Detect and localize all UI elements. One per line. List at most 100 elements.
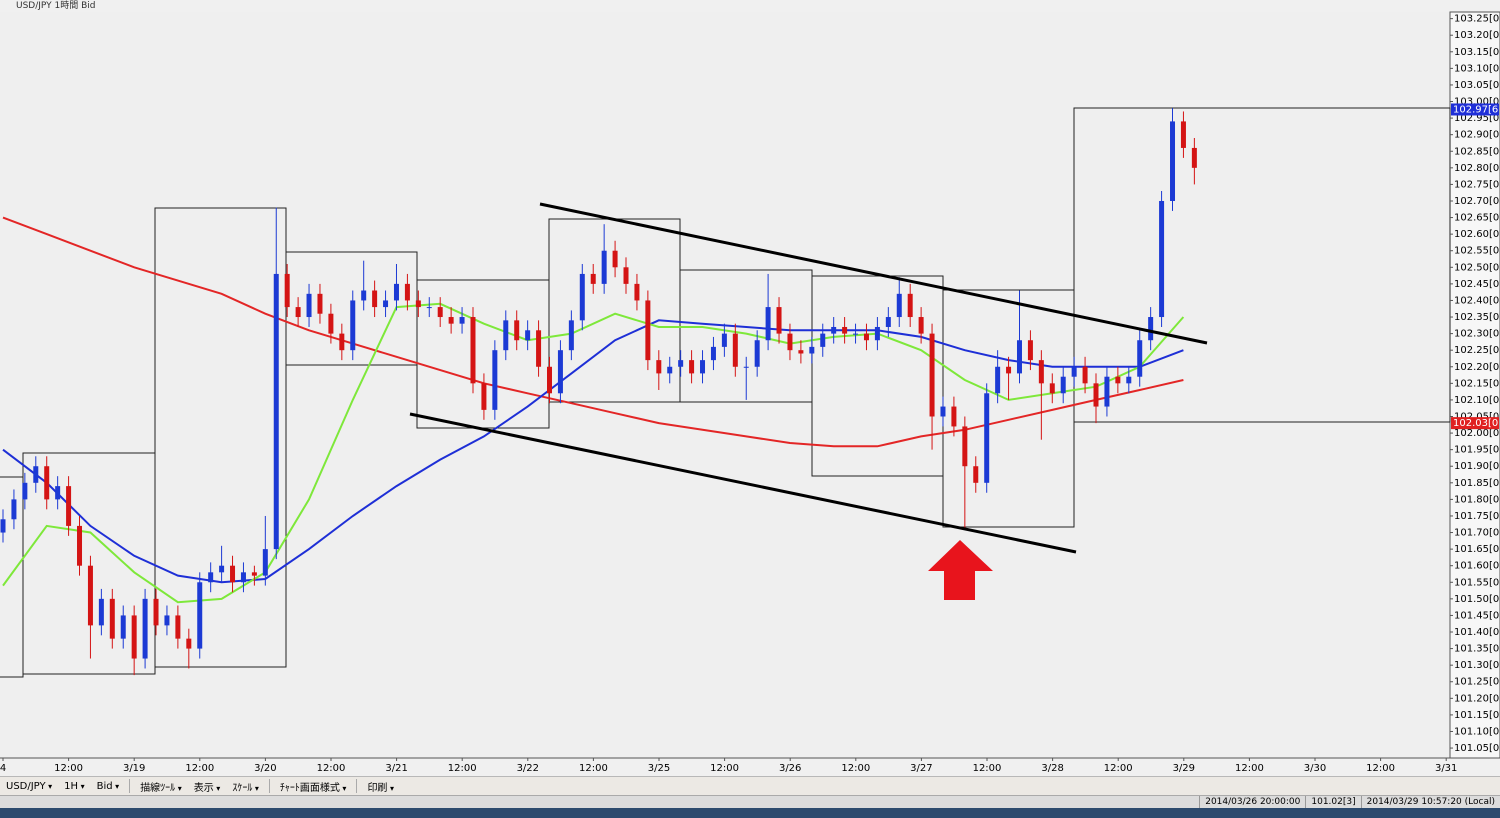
y-tick-label: 102.40[0] (1454, 295, 1500, 306)
candle-body (55, 486, 61, 500)
candle-body (689, 360, 695, 374)
candle-body (1082, 366, 1088, 384)
candle-body (66, 486, 72, 526)
candle-body (1016, 340, 1022, 374)
y-tick-label: 102.10[0] (1454, 395, 1500, 406)
trend-line-lower (409, 412, 1077, 554)
candle-body (426, 307, 432, 309)
candle-body (33, 466, 39, 483)
candle-body (87, 565, 93, 626)
y-tick-label: 102.35[0] (1454, 312, 1500, 323)
toolbar-button[interactable]: ﾁｬｰﾄ画面様式 (274, 779, 353, 794)
price-axis (1449, 11, 1500, 759)
candle-body (1027, 340, 1033, 361)
y-tick-label: 101.70[0] (1454, 528, 1500, 539)
candle-body (273, 273, 279, 550)
x-tick-label: 12:00 (54, 763, 83, 774)
x-tick-label: 3/28 (1041, 763, 1063, 774)
toolbar-button[interactable]: Bid (91, 781, 126, 792)
x-tick-label: 12:00 (1104, 763, 1133, 774)
toolbar-button[interactable]: 1H (58, 781, 90, 792)
candle-body (612, 250, 618, 268)
x-tick-label: 3/20 (254, 763, 276, 774)
candle-body (131, 615, 137, 659)
candle-body (831, 326, 837, 334)
y-tick-label: 103.25[0] (1454, 14, 1500, 25)
candle-body (721, 333, 727, 347)
candle-body (776, 307, 782, 334)
price-marker-label: 102.97[6 (1453, 104, 1498, 115)
candle-body (568, 320, 574, 351)
y-tick-label: 102.60[0] (1454, 229, 1500, 240)
candle-body (973, 466, 979, 483)
candle-body (645, 300, 651, 361)
candle-body (98, 598, 104, 626)
candle-body (437, 307, 443, 318)
candle-body (579, 273, 585, 321)
candle-body (153, 598, 159, 626)
candle-body (175, 615, 181, 639)
candle-body (1104, 376, 1110, 407)
y-tick-label: 101.20[0] (1454, 693, 1500, 704)
candle-body (1093, 383, 1099, 407)
y-tick-label: 101.75[0] (1454, 511, 1500, 522)
candle-body (197, 582, 203, 649)
candle-body (820, 333, 826, 347)
candle-body (896, 293, 902, 318)
y-tick-label: 103.05[0] (1454, 80, 1500, 91)
toolbar-button[interactable]: ｽｹｰﾙ (226, 779, 265, 794)
candle-body (339, 333, 345, 351)
candle-body (219, 565, 225, 573)
y-tick-label: 102.45[0] (1454, 279, 1500, 290)
toolbar-button[interactable]: 描線ﾂｰﾙ (134, 779, 188, 794)
x-tick-label: 12:00 (841, 763, 870, 774)
y-tick-label: 103.20[0] (1454, 30, 1500, 41)
candle-body (547, 366, 552, 394)
toolbar-button[interactable]: 印刷 (361, 779, 400, 794)
candle-body (251, 572, 257, 576)
candle-body (765, 307, 771, 341)
candle-body (1126, 376, 1132, 384)
price-marker-label: 102.03[0 (1453, 418, 1498, 429)
candle-body (918, 317, 924, 334)
candle-body (109, 598, 115, 639)
y-tick-label: 101.90[0] (1454, 461, 1500, 472)
plot-area (0, 12, 1450, 758)
x-tick-label: 4 (0, 763, 6, 774)
x-tick-label: 3/21 (385, 763, 407, 774)
candle-body (492, 350, 498, 410)
y-tick-label: 101.10[0] (1454, 726, 1500, 737)
y-tick-label: 101.80[0] (1454, 494, 1500, 505)
y-tick-label: 101.50[0] (1454, 594, 1500, 605)
x-tick-label: 3/25 (648, 763, 670, 774)
x-tick-label: 12:00 (448, 763, 477, 774)
candle-body (787, 333, 793, 351)
candle-body (798, 350, 804, 354)
y-tick-label: 102.85[0] (1454, 146, 1500, 157)
candle-body (1191, 147, 1197, 168)
status-bar: 2014/03/26 20:00:00 101.02[3] 2014/03/29… (0, 795, 1500, 808)
y-tick-label: 101.85[0] (1454, 478, 1500, 489)
candle-body (984, 393, 990, 483)
candle-body (350, 300, 356, 351)
candle-body (240, 572, 246, 583)
y-tick-label: 102.50[0] (1454, 262, 1500, 273)
y-tick-label: 101.65[0] (1454, 544, 1500, 555)
candle-body (623, 267, 629, 284)
x-tick-label: 3/29 (1173, 763, 1195, 774)
candle-body (448, 317, 454, 324)
y-tick-label: 101.40[0] (1454, 627, 1500, 638)
toolbar-button[interactable]: 表示 (188, 779, 227, 794)
y-tick-label: 103.15[0] (1454, 47, 1500, 58)
toolbar-button[interactable]: USD/JPY (0, 781, 58, 792)
candle-body (907, 293, 913, 318)
cursor-time: 2014/03/26 20:00:00 (1199, 796, 1305, 808)
candle-body (1060, 376, 1066, 394)
x-tick-label: 3/19 (123, 763, 145, 774)
candle-body (142, 598, 148, 659)
x-tick-label: 12:00 (579, 763, 608, 774)
candle-body (459, 317, 465, 324)
candle-body (44, 466, 50, 500)
cursor-price: 101.02[3] (1305, 796, 1360, 808)
candle-body (361, 290, 367, 301)
